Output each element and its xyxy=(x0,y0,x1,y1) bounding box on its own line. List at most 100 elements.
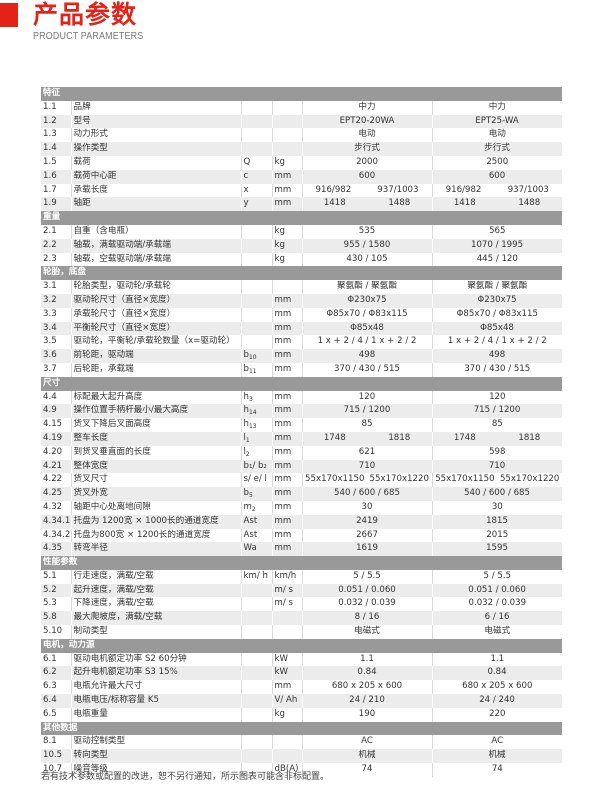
table-row: 4.35 转弯半径 Wa mm 1619 1595 xyxy=(41,542,563,557)
param-description: 起升速度，满载/空载 xyxy=(71,583,242,598)
value-model-1: 5 / 5.5 xyxy=(302,569,433,584)
param-description: 转向类型 xyxy=(71,749,242,764)
section-header: 其他数据 xyxy=(41,721,563,736)
param-unit: mm xyxy=(272,362,303,377)
param-unit: mm xyxy=(272,514,303,529)
value-model-2: 916/982 937/1003 xyxy=(432,183,563,198)
param-description: 托盘为800宽 × 1200长的通道宽度 xyxy=(71,528,242,543)
table-row: 5.10 制动类型 电磁式 电磁式 xyxy=(41,625,563,639)
param-unit: km/h xyxy=(272,569,303,584)
param-description: 轴载，满载驱动端/承载端 xyxy=(71,238,242,253)
param-description: 电瓶允许最大尺寸 xyxy=(71,680,242,695)
value-model-1: 498 xyxy=(302,349,433,363)
param-number: 6.4 xyxy=(41,694,72,708)
table-row: 1.2 型号 EPT20-20WA EPT25-WA xyxy=(41,114,563,129)
value-model-2: 30 xyxy=(432,500,563,515)
table-row: 10.7 噪音等级 dB(A) 74 74 xyxy=(41,763,563,777)
value-model-2: 0.84 xyxy=(432,666,563,681)
param-description: 货叉尺寸 xyxy=(71,473,242,488)
param-symbol: b10 xyxy=(241,349,273,363)
value-model-1: 2419 xyxy=(302,514,433,529)
value-split: 55x170x1150 55x170x1220 xyxy=(303,473,432,487)
param-number: 5.2 xyxy=(41,583,72,598)
param-symbol xyxy=(241,128,273,143)
param-symbol xyxy=(241,335,273,350)
param-unit: mm xyxy=(272,528,303,543)
param-symbol: b5 xyxy=(241,487,273,501)
value-model-2: 1418 1488 xyxy=(432,197,563,212)
section-header: 特征 xyxy=(41,87,563,101)
symbol-text: h xyxy=(243,391,249,402)
value-model-1: Φ230x75 xyxy=(302,293,433,308)
param-symbol: b11 xyxy=(241,362,273,377)
value-part: 937/1003 xyxy=(377,184,419,195)
value-model-2: AC xyxy=(432,735,563,750)
value-model-2: Φ230x75 xyxy=(432,293,563,308)
param-unit: mm xyxy=(272,321,303,336)
table-row: 1.4 操作类型 步行式 步行式 xyxy=(41,142,563,156)
value-model-1: 中力 xyxy=(302,100,433,115)
value-model-2: 74 xyxy=(432,763,563,777)
param-unit: mm xyxy=(272,418,303,432)
table-row: 3.2 驱动轮尺寸（直径×宽度） mm Φ230x75 Φ230x75 xyxy=(41,293,563,308)
value-split: 1418 1488 xyxy=(303,197,432,211)
param-number: 4.20 xyxy=(41,445,72,460)
value-model-1: 1619 xyxy=(302,542,433,557)
value-model-1: 370 / 430 / 515 xyxy=(302,362,433,377)
value-part: 916/982 xyxy=(445,184,482,195)
param-unit: mm xyxy=(272,431,303,446)
param-number: 2.1 xyxy=(41,224,72,239)
param-number: 6.3 xyxy=(41,680,72,695)
value-model-1: 步行式 xyxy=(302,142,433,156)
symbol-text: h xyxy=(243,419,249,430)
value-model-2: 1595 xyxy=(432,542,563,557)
symbol-text: l xyxy=(243,432,246,443)
value-model-1: 0.032 / 0.039 xyxy=(302,597,433,612)
symbol-subscript: 2 xyxy=(251,505,256,513)
param-number: 4.9 xyxy=(41,404,72,419)
param-symbol xyxy=(241,293,273,308)
value-part: 937/1003 xyxy=(507,184,549,195)
param-number: 4.34.1 xyxy=(41,514,72,529)
value-model-1: 600 xyxy=(302,169,433,184)
param-symbol: l2 xyxy=(241,445,273,460)
symbol-text: Wa xyxy=(243,543,257,554)
table-row: 2.3 轴载，空载驱动端/承载端 kg 430 / 105 445 / 120 xyxy=(41,252,563,267)
param-unit: kg xyxy=(272,707,303,722)
table-row: 6.1 驱动电机额定功率 S2 60分钟 kW 1.1 1.1 xyxy=(41,652,563,667)
table-row: 6.3 电瓶允许最大尺寸 mm 680 x 205 x 600 680 x 205 x … xyxy=(41,680,563,695)
value-model-1: 1748 1818 xyxy=(302,431,433,446)
param-unit: m/ s xyxy=(272,583,303,598)
value-model-1: EPT20-20WA xyxy=(302,114,433,129)
param-symbol xyxy=(241,680,273,695)
symbol-text: h xyxy=(243,405,249,416)
section-title: 尺寸 xyxy=(41,376,563,391)
param-symbol: Ast xyxy=(241,514,273,529)
value-model-2: 1815 xyxy=(432,514,563,529)
param-symbol: l1 xyxy=(241,431,273,446)
value-model-1: 535 xyxy=(302,224,433,239)
param-unit xyxy=(272,625,303,639)
value-model-2: 电动 xyxy=(432,128,563,143)
param-description: 最大爬坡度，满载/空载 xyxy=(71,611,242,626)
value-model-1: 430 / 105 xyxy=(302,252,433,267)
value-part: 1748 xyxy=(453,432,476,443)
table-row: 2.2 轴载，满载驱动端/承载端 kg 955 / 1580 1070 / 1995 xyxy=(41,238,563,253)
param-symbol: h14 xyxy=(241,404,273,419)
param-description: 承载轮尺寸（直径×宽度） xyxy=(71,307,242,322)
param-description: 制动类型 xyxy=(71,625,242,639)
value-model-2: 0.032 / 0.039 xyxy=(432,597,563,612)
value-model-2: 步行式 xyxy=(432,142,563,156)
param-symbol: c xyxy=(241,169,273,184)
value-part: 1818 xyxy=(388,432,411,443)
symbol-subscript: 1 xyxy=(245,436,250,444)
param-unit xyxy=(272,735,303,750)
param-unit: kW xyxy=(272,652,303,667)
param-number: 5.8 xyxy=(41,611,72,626)
section-header: 轮胎，底盘 xyxy=(41,266,563,281)
value-part: 55x170x1220 xyxy=(369,474,429,485)
param-symbol: Wa xyxy=(241,542,273,557)
param-symbol xyxy=(241,749,273,764)
value-model-1: 955 / 1580 xyxy=(302,238,433,253)
param-unit: kg xyxy=(272,224,303,239)
